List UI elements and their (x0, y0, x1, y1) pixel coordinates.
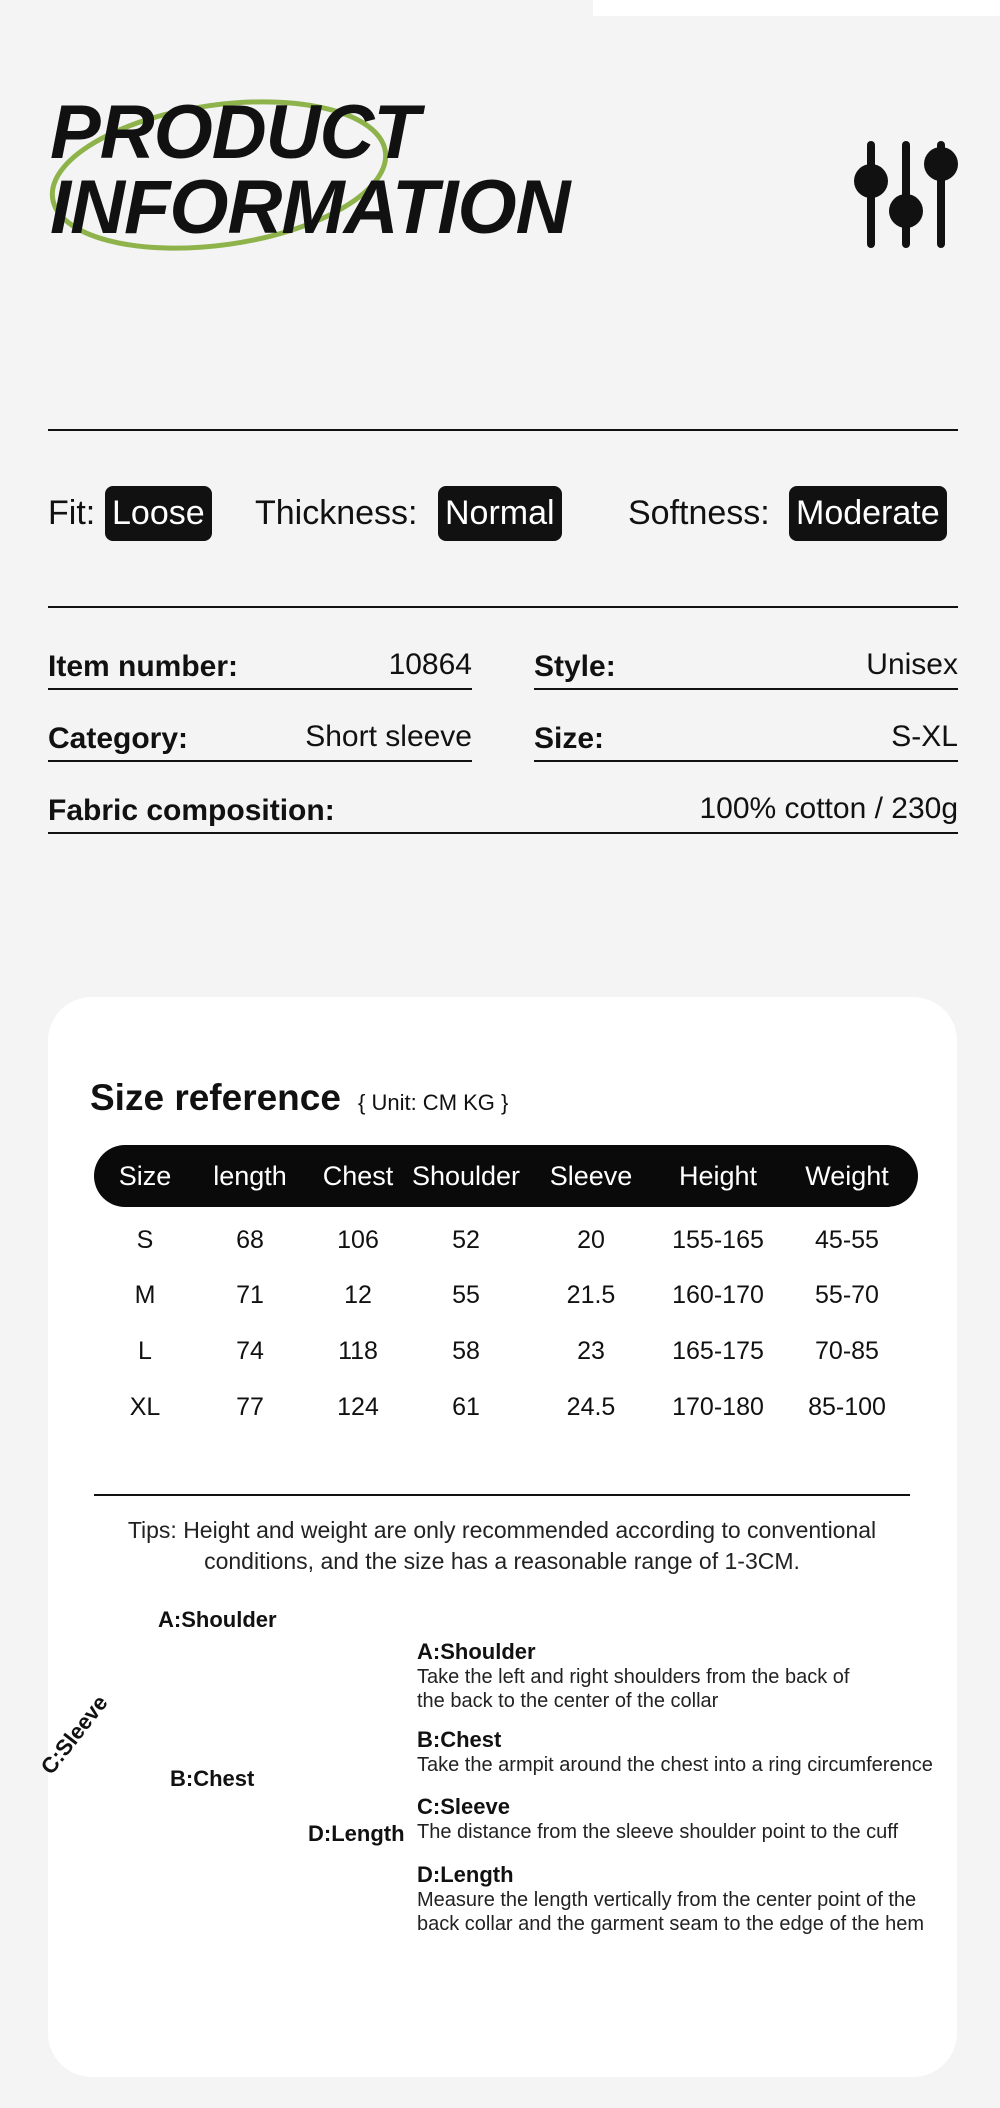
column-header: Chest (322, 1161, 394, 1191)
attr-badge: Loose (105, 486, 212, 541)
tips-line: Tips: Height and weight are only recomme… (127, 1517, 877, 1543)
detail-label: Fabric composition: (48, 794, 335, 827)
divider (48, 429, 958, 431)
tips-line: conditions, and the size has a reasonabl… (204, 1548, 800, 1574)
detail-underline (534, 760, 958, 762)
detail-label: Item number: (48, 650, 239, 683)
table-cell: XL (129, 1393, 161, 1421)
diagram-label: A:Shoulder (158, 1607, 277, 1632)
table-header (94, 1145, 918, 1207)
table-cell: 68 (236, 1226, 264, 1254)
table-cell: 70-85 (815, 1337, 879, 1365)
table-cell: M (134, 1281, 156, 1309)
table-cell: 12 (344, 1281, 372, 1309)
attr-label: Fit: (48, 494, 96, 532)
detail-underline (534, 688, 958, 690)
column-header: Sleeve (549, 1161, 633, 1191)
table-cell: 165-175 (672, 1337, 764, 1365)
table-cell: 21.5 (566, 1281, 616, 1309)
detail-label: Style: (534, 650, 616, 683)
description-text: back collar and the garment seam to the … (417, 1913, 924, 1935)
top-bar (593, 0, 1000, 16)
table-cell: 77 (236, 1393, 264, 1421)
divider (94, 1494, 910, 1496)
column-header: Size (118, 1161, 172, 1191)
table-cell: 52 (452, 1226, 480, 1254)
diagram-label: D:Length (308, 1821, 405, 1846)
table-cell: 55-70 (815, 1281, 879, 1309)
description-text: The distance from the sleeve shoulder po… (417, 1821, 899, 1843)
table-cell: 155-165 (672, 1226, 764, 1254)
detail-value: Unisex (866, 648, 958, 681)
table-cell: L (138, 1337, 152, 1365)
title-line: INFORMATION (50, 165, 571, 250)
table-cell: 61 (452, 1393, 480, 1421)
detail-label: Size: (534, 722, 605, 755)
table-cell: 71 (236, 1281, 264, 1309)
detail-value: Short sleeve (305, 720, 472, 753)
divider (48, 606, 958, 608)
table-cell: 45-55 (815, 1226, 879, 1254)
table-cell: 118 (338, 1337, 378, 1365)
diagram-label: B:Chest (170, 1766, 255, 1791)
table-cell: S (136, 1226, 154, 1254)
description-text: Take the armpit around the chest into a … (417, 1754, 933, 1776)
detail-underline (48, 832, 958, 834)
table-cell: 106 (337, 1226, 379, 1254)
table-cell: 160-170 (672, 1281, 764, 1309)
description-text: Measure the length vertically from the c… (417, 1889, 917, 1911)
attr-badge: Moderate (789, 486, 947, 541)
table-cell: 23 (577, 1337, 605, 1365)
description-title: D:Length (417, 1862, 514, 1887)
attr-label: Thickness: (255, 494, 418, 532)
table-cell: 58 (452, 1337, 480, 1365)
title-ellipse (49, 99, 389, 251)
title-line: PRODUCT (50, 90, 420, 175)
detail-label: Category: (48, 722, 189, 755)
column-header: length (213, 1161, 287, 1191)
description-text: Take the left and right shoulders from t… (417, 1666, 850, 1688)
table-cell: 55 (452, 1281, 480, 1309)
table-cell: 20 (577, 1226, 605, 1254)
table-cell: 85-100 (808, 1393, 886, 1421)
detail-value: 100% cotton / 230g (699, 792, 958, 825)
table-cell: 124 (337, 1393, 379, 1421)
column-header: Height (678, 1161, 758, 1191)
table-cell: 170-180 (672, 1393, 764, 1421)
size-title: Size reference (90, 1077, 341, 1118)
attr-label: Softness: (628, 494, 770, 532)
detail-underline (48, 760, 472, 762)
table-cell: 24.5 (566, 1393, 616, 1421)
size-unit: { Unit: CM KG } (358, 1090, 509, 1115)
attr-badge: Normal (438, 486, 562, 541)
detail-value: 10864 (388, 648, 472, 681)
table-cell: 74 (236, 1337, 264, 1365)
detail-underline (48, 688, 472, 690)
description-title: C:Sleeve (417, 1794, 510, 1819)
description-text: the back to the center of the collar (417, 1690, 719, 1712)
column-header: Shoulder (411, 1161, 521, 1191)
detail-value: S-XL (891, 720, 958, 753)
description-title: B:Chest (417, 1727, 502, 1752)
column-header: Weight (805, 1161, 889, 1191)
description-title: A:Shoulder (417, 1639, 536, 1664)
